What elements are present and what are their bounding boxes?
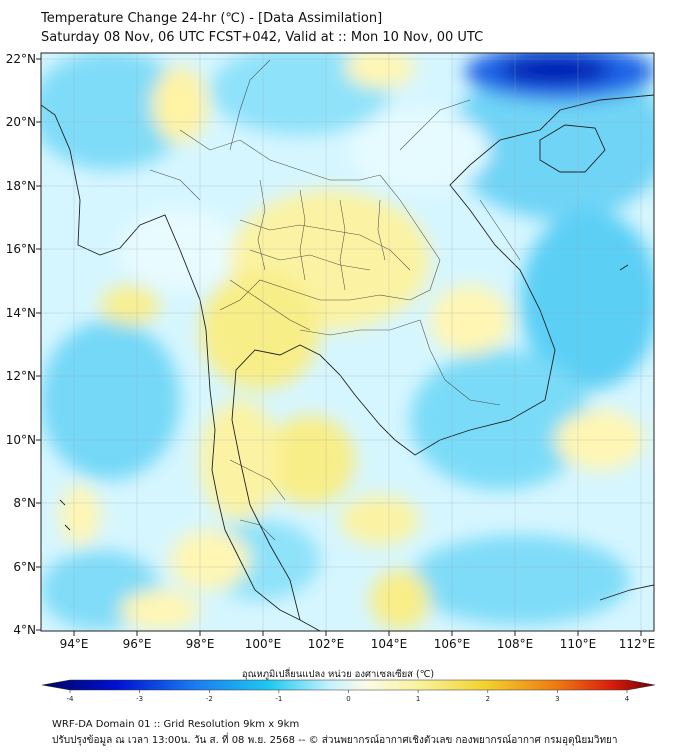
gridlines bbox=[41, 53, 654, 631]
chart-subtitle: Saturday 08 Nov, 06 UTC FCST+042, Valid … bbox=[41, 30, 484, 45]
lat-tick-label: 16°N bbox=[6, 242, 36, 256]
lon-tick-label: 106°E bbox=[434, 637, 471, 651]
province-borders bbox=[149, 59, 521, 541]
lat-tick-label: 14°N bbox=[6, 306, 36, 320]
lon-tick-label: 100°E bbox=[245, 637, 282, 651]
lat-tick-label: 22°N bbox=[6, 52, 36, 66]
chart-title: Temperature Change 24-hr (℃) - [Data Ass… bbox=[41, 11, 383, 26]
lon-tick-label: 96°E bbox=[123, 637, 152, 651]
colorbar-label: อุณหภูมิเปลี่ยนแปลง หน่วย องศาเซลเซียส (… bbox=[241, 669, 435, 680]
lon-axis: 94°E 96°E 98°E 100°E 102°E 104°E 106°E 1… bbox=[60, 631, 656, 651]
lon-tick-label: 98°E bbox=[186, 637, 215, 651]
map-frame bbox=[40, 52, 655, 632]
colorbar-tick-label: 2 bbox=[486, 695, 490, 703]
colorbar-tick-label: 1 bbox=[416, 695, 420, 703]
colorbar-tick-label: -2 bbox=[206, 695, 213, 703]
colorbar: -4 -3 -2 -1 0 1 2 3 4 bbox=[41, 679, 656, 703]
lat-tick-label: 6°N bbox=[13, 560, 36, 574]
lat-tick-label: 4°N bbox=[13, 623, 36, 637]
lat-tick-label: 20°N bbox=[6, 115, 36, 129]
lon-tick-label: 102°E bbox=[308, 637, 345, 651]
lon-tick-label: 94°E bbox=[60, 637, 89, 651]
lat-tick-label: 10°N bbox=[6, 433, 36, 447]
lon-tick-label: 110°E bbox=[560, 637, 597, 651]
lon-tick-label: 104°E bbox=[371, 637, 408, 651]
lat-tick-label: 8°N bbox=[13, 496, 36, 510]
lon-tick-label: 112°E bbox=[619, 637, 656, 651]
colorbar-tick-label: 4 bbox=[625, 695, 630, 703]
colorbar-tick-label: -1 bbox=[275, 695, 282, 703]
colorbar-tick-label: 0 bbox=[346, 695, 350, 703]
lat-tick-label: 12°N bbox=[6, 369, 36, 383]
coastlines bbox=[41, 94, 654, 631]
footer-credit: ปรับปรุงข้อมูล ณ เวลา 13:00น. วัน ส. ที่… bbox=[52, 735, 618, 746]
footer-model-info: WRF-DA Domain 01 :: Grid Resolution 9km … bbox=[52, 719, 300, 730]
colorbar-tick-label: -3 bbox=[136, 695, 143, 703]
colorbar-tick-label: 3 bbox=[555, 695, 559, 703]
lat-tick-label: 18°N bbox=[6, 179, 36, 193]
colorbar-tick-label: -4 bbox=[67, 695, 75, 703]
lon-tick-label: 108°E bbox=[497, 637, 534, 651]
lat-axis: 22°N 20°N 18°N 16°N 14°N 12°N 10°N 8°N 6… bbox=[6, 52, 41, 637]
